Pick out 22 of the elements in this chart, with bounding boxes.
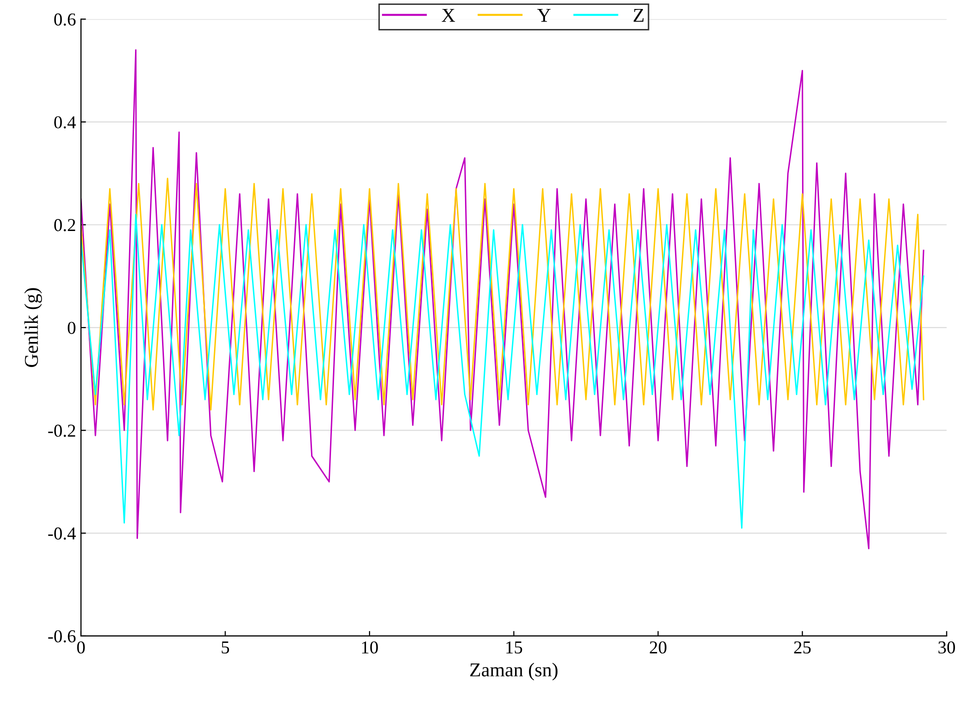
legend-label: Z	[634, 8, 644, 22]
y-tick-label: -0.6	[48, 630, 76, 642]
x-tick-label: 10	[362, 641, 378, 654]
legend-label: Y	[537, 8, 551, 22]
y-tick-label: -0.4	[48, 527, 76, 540]
y-tick-label: 0.4	[54, 116, 76, 128]
line-series	[80, 49, 924, 550]
x-tick-label: 15	[506, 641, 522, 654]
y-tick-label: 0.6	[54, 13, 76, 26]
x-axis-title: Zaman (sn)	[470, 662, 558, 680]
line-series	[80, 214, 924, 529]
y-tick-label: 0	[68, 322, 76, 334]
x-tick-label: 5	[222, 642, 230, 654]
x-tick-label: 30	[938, 641, 955, 654]
y-tick-label: 0.2	[54, 219, 76, 232]
line-series	[80, 178, 924, 410]
x-tick-label: 20	[650, 641, 666, 654]
x-tick-label: 0	[77, 641, 85, 654]
y-axis-title: Genlik (g)	[24, 288, 42, 367]
x-tick-label: 25	[794, 641, 811, 654]
y-tick-label: -0.2	[48, 424, 76, 437]
legend-label: X	[442, 8, 456, 22]
